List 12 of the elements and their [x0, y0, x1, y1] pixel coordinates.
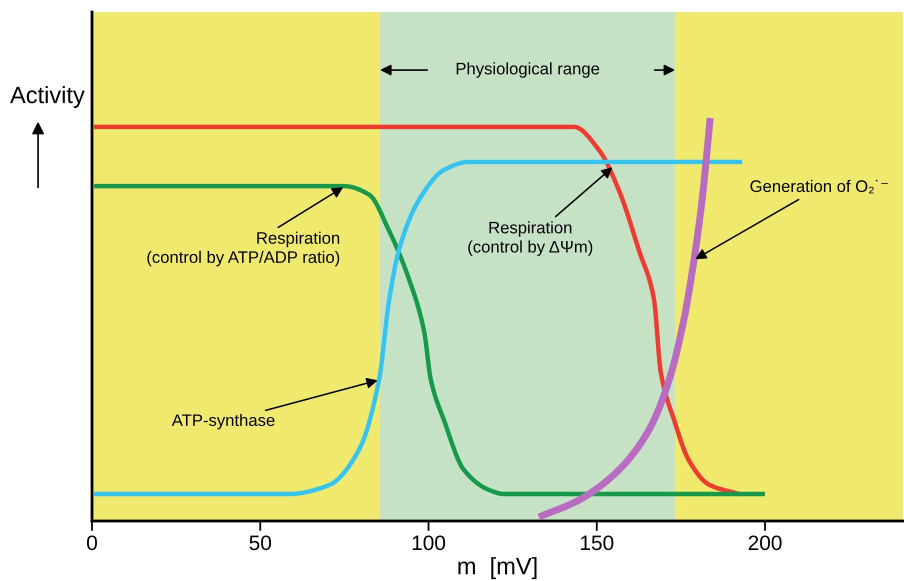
band-label: Physiological range	[456, 62, 600, 78]
x-tick-label: 150	[580, 535, 614, 550]
x-tick-label: 100	[412, 535, 446, 550]
x-axis-title: m [mV]	[458, 557, 536, 580]
annotation: ATP-synthase	[172, 414, 274, 430]
annotation: Respiration (control by ATP/ADP ratio)	[147, 232, 340, 266]
x-tick-label: 50	[250, 535, 272, 550]
x-tick-label: 0	[87, 535, 97, 550]
y-axis-title: Activity	[10, 86, 85, 108]
annotation: Generation of O₂˙⁻	[750, 180, 888, 194]
x-tick-label: 200	[748, 535, 782, 550]
annotation: Respiration (control by ΔΨm)	[468, 221, 592, 256]
